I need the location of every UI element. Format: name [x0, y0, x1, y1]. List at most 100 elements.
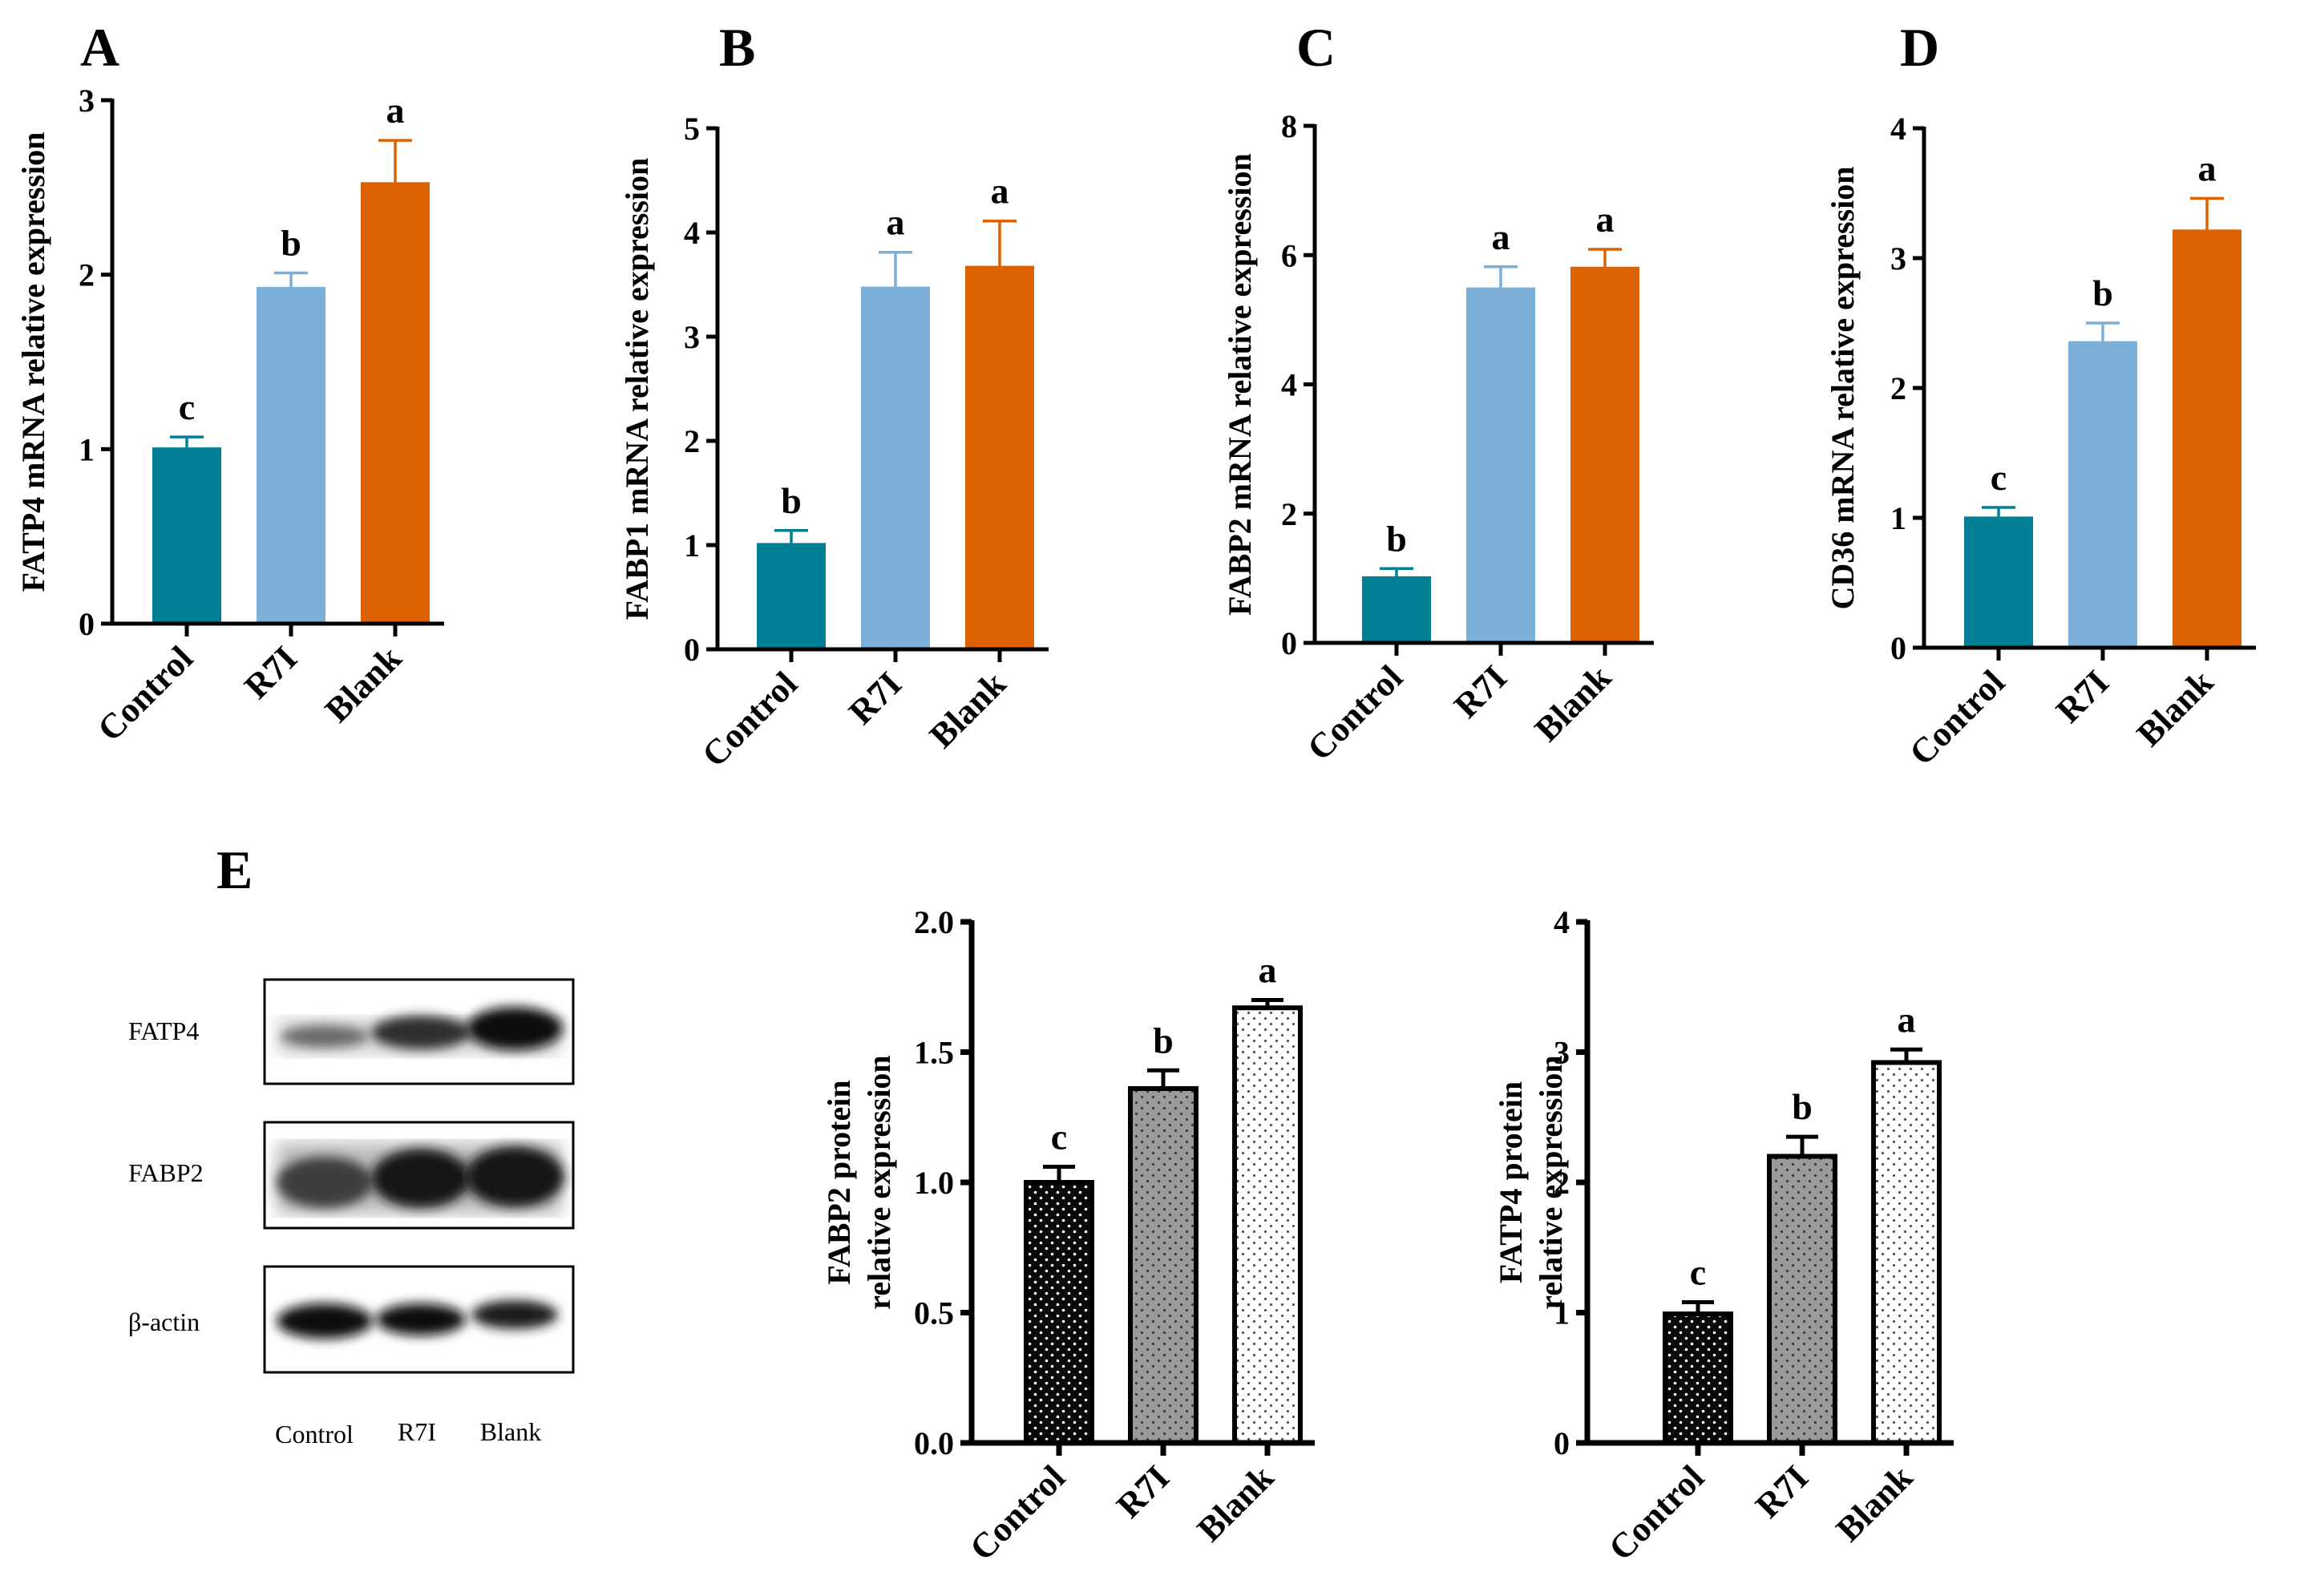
significance-label: a — [887, 202, 905, 243]
y-tick-label: 3 — [79, 83, 95, 119]
y-axis-label: relative expression — [861, 1055, 897, 1309]
bar-control — [1362, 576, 1431, 643]
y-tick-label: 2.0 — [914, 904, 954, 940]
y-tick-label: 0.0 — [914, 1425, 954, 1461]
y-tick-label: 1 — [1890, 500, 1906, 536]
x-tick-label-blank: Blank — [1829, 1457, 1921, 1550]
bar-blank — [1871, 1060, 1942, 1445]
x-tick-label-control: Control — [694, 664, 805, 774]
y-tick-label: 1 — [1554, 1295, 1570, 1331]
bar-r7i — [861, 286, 930, 649]
blot-band-beta-actin-r7i — [376, 1303, 466, 1335]
bar-blank — [361, 182, 430, 624]
x-tick-label-blank: Blank — [1190, 1457, 1282, 1550]
significance-label: b — [281, 222, 301, 263]
y-tick-label: 1 — [79, 431, 95, 467]
y-tick-label: 2 — [684, 423, 700, 459]
significance-label: a — [1898, 999, 1916, 1040]
x-tick-label-r7i: R7I — [236, 638, 305, 706]
chart-a: Ac b a 0 1 2 3 Control R7I Blank FATP4 mRNA relati… — [15, 17, 444, 749]
bar-blank — [1232, 1005, 1303, 1445]
blot-band-beta-actin-control — [277, 1303, 373, 1339]
blot-row-label-fabp2: FABP2 — [128, 1158, 204, 1187]
panel-letter-c: C — [1296, 17, 1336, 78]
bar-r7i — [257, 286, 325, 624]
significance-label: a — [1596, 199, 1615, 240]
panel-letter-a: A — [80, 17, 119, 78]
significance-label: c — [1991, 457, 2007, 498]
bar-control — [757, 543, 826, 649]
bar-r7i — [1767, 1154, 1837, 1445]
blot-membrane-fatp4 — [263, 978, 575, 1085]
significance-label: b — [1792, 1086, 1813, 1127]
y-tick-label: 0 — [684, 632, 700, 668]
bar-r7i — [1128, 1086, 1199, 1445]
y-tick-label: 3 — [1890, 240, 1906, 277]
y-tick-label: 6 — [1281, 237, 1297, 273]
y-tick-label: 2 — [1554, 1165, 1570, 1201]
x-tick-label-r7i: R7I — [1109, 1457, 1177, 1525]
bar-control — [1964, 516, 2033, 648]
significance-label: a — [1259, 950, 1277, 991]
x-tick-label-control: Control — [1902, 662, 2012, 773]
blot-lane-label-r7i: R7I — [398, 1417, 436, 1446]
y-axis-label: FABP1 mRNA relative expression — [619, 158, 655, 620]
y-tick-label: 2 — [1890, 370, 1906, 406]
blot-membrane-fabp2 — [263, 1121, 575, 1230]
bar-control — [1663, 1311, 1733, 1445]
significance-label: b — [2092, 273, 2113, 313]
blot-band-beta-actin-blank — [471, 1300, 558, 1329]
blot-band-fatp4-blank — [467, 1007, 563, 1050]
bar-blank — [2173, 229, 2241, 648]
significance-label: a — [386, 90, 405, 131]
significance-label: b — [1153, 1020, 1174, 1061]
significance-label: b — [781, 480, 802, 521]
significance-label: a — [2198, 147, 2217, 188]
bar-control — [152, 447, 221, 624]
x-tick-label-control: Control — [1300, 657, 1410, 768]
blot-band-fabp2-control — [277, 1157, 373, 1208]
y-tick-label: 2 — [1281, 496, 1297, 532]
y-tick-label: 4 — [684, 215, 700, 251]
chart-d: Dc b a 0 1 2 3 4 Control R7I Blank CD36 mRNA relati… — [1825, 17, 2256, 773]
chart-c: Cb a a 0 2 4 6 8 Control R7I Blank FABP2 mRNA relat… — [1222, 17, 1654, 768]
y-tick-label: 0 — [1281, 625, 1297, 661]
bar-blank — [1570, 266, 1639, 643]
significance-label: a — [991, 171, 1009, 212]
significance-label: c — [1051, 1117, 1067, 1158]
panel-letter-d: D — [1900, 17, 1939, 78]
bar-control — [1024, 1180, 1094, 1445]
y-tick-label: 0 — [1554, 1425, 1570, 1461]
x-tick-label-blank: Blank — [2129, 662, 2221, 754]
panel-letter-b: B — [719, 17, 755, 78]
western-blot-panel: E FATP4 FABP2 β-actin — [128, 839, 575, 1449]
chart-e1: c b a 0.0 0.5 1.0 1.5 2.0 Control R7I Blank FABP2 p… — [821, 904, 1315, 1568]
significance-label: c — [179, 386, 195, 427]
x-tick-label-control: Control — [1601, 1457, 1712, 1568]
y-tick-label: 0 — [1890, 630, 1906, 666]
x-tick-label-r7i: R7I — [1446, 657, 1514, 725]
blot-membrane-beta-actin — [263, 1265, 575, 1374]
y-tick-label: 4 — [1554, 904, 1570, 940]
blot-band-fabp2-blank — [465, 1146, 564, 1207]
chart-e2: c b a 0 1 2 3 4 Control R7I Blank FATP4 protein rela… — [1493, 904, 1954, 1568]
x-tick-label-control: Control — [90, 638, 200, 749]
y-tick-label: 3 — [1554, 1035, 1570, 1071]
y-tick-label: 0 — [79, 606, 95, 642]
bar-blank — [965, 265, 1034, 649]
y-axis-label: FATP4 mRNA relative expression — [15, 132, 51, 592]
panel-letter-e: E — [216, 839, 253, 900]
y-tick-label: 5 — [684, 111, 700, 147]
y-tick-label: 8 — [1281, 108, 1297, 144]
x-tick-label-r7i: R7I — [1748, 1457, 1816, 1525]
y-tick-label: 4 — [1281, 367, 1297, 403]
y-tick-label: 3 — [684, 319, 700, 355]
y-tick-label: 0.5 — [914, 1295, 954, 1331]
x-tick-label-blank: Blank — [317, 638, 410, 730]
significance-label: a — [1492, 216, 1510, 257]
blot-band-fatp4-r7i — [371, 1016, 471, 1049]
y-axis-label: FATP4 protein — [1493, 1081, 1529, 1283]
bar-r7i — [1466, 287, 1535, 643]
y-axis-label: CD36 mRNA relative expression — [1825, 167, 1861, 610]
